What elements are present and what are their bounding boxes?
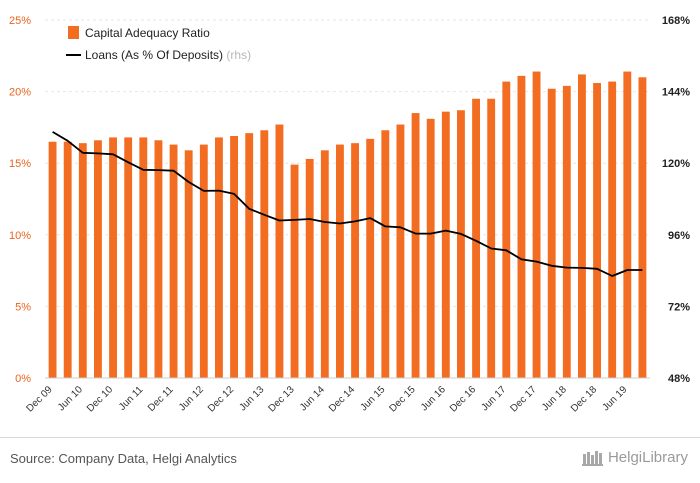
- y-right-tick-label: 144%: [662, 87, 690, 99]
- legend-bar-swatch: [68, 26, 79, 39]
- bar: [593, 83, 601, 379]
- bar: [215, 137, 223, 378]
- source-note: Source: Company Data, Helgi Analytics: [10, 451, 237, 466]
- bar-series: [48, 71, 647, 379]
- bar: [441, 111, 450, 378]
- x-tick-label: Dec 16: [448, 384, 478, 414]
- bar: [351, 143, 359, 378]
- legend-bar-label: Capital Adequacy Ratio: [85, 26, 210, 40]
- bar: [608, 81, 617, 379]
- bar: [487, 98, 496, 378]
- y-axis-left: 0% 5% 10% 15% 20% 25%: [9, 15, 31, 385]
- bar: [199, 144, 208, 378]
- x-tick-label: Jun 13: [237, 384, 266, 413]
- bar: [336, 144, 344, 378]
- bar: [578, 74, 586, 378]
- bar: [184, 150, 193, 378]
- footer-divider: [0, 437, 700, 438]
- y-left-tick-label: 10%: [9, 230, 31, 242]
- x-tick-label: Dec 18: [569, 384, 599, 414]
- y-axis-right: 48% 72% 96% 120% 144% 168%: [662, 15, 690, 385]
- x-tick-label: Dec 11: [146, 384, 176, 414]
- bar: [63, 141, 72, 378]
- bar: [109, 137, 117, 378]
- bar: [562, 85, 571, 378]
- y-left-tick-label: 20%: [9, 87, 31, 99]
- bar: [396, 124, 405, 378]
- bar: [472, 98, 480, 378]
- bar: [139, 137, 148, 378]
- line-series: [52, 131, 643, 277]
- legend-line-suffix: (rhs): [226, 48, 251, 62]
- bar: [623, 71, 632, 378]
- x-tick-label: Jun 18: [540, 384, 569, 413]
- y-right-tick-label: 168%: [662, 15, 690, 27]
- bar: [260, 130, 269, 378]
- x-tick-label: Dec 09: [24, 384, 54, 414]
- x-tick-label: Jun 14: [298, 384, 327, 413]
- brand-name: HelgiLibrary: [607, 449, 688, 466]
- bar: [48, 141, 57, 378]
- x-tick-label: Jun 19: [600, 384, 629, 413]
- bar: [366, 138, 375, 378]
- x-tick-label: Dec 15: [387, 384, 417, 414]
- bar: [502, 81, 511, 379]
- bar: [124, 137, 133, 378]
- svg-text:Loans (As % Of Deposits) (rhs): Loans (As % Of Deposits) (rhs): [85, 48, 251, 62]
- legend: Capital Adequacy Ratio Loans (As % Of De…: [66, 26, 251, 62]
- y-right-tick-label: 96%: [668, 230, 690, 242]
- bar: [154, 140, 163, 378]
- bar: [230, 135, 238, 378]
- bar: [320, 150, 329, 378]
- bar: [547, 88, 556, 379]
- bar: [411, 113, 420, 378]
- x-tick-label: Jun 16: [419, 384, 448, 413]
- bar: [381, 130, 390, 378]
- legend-line-label: Loans (As % Of Deposits): [85, 48, 223, 62]
- bar: [426, 118, 435, 379]
- y-right-tick-label: 72%: [668, 301, 690, 313]
- helgi-library-logo: HelgiLibrary: [581, 449, 688, 466]
- x-tick-label: Dec 10: [85, 384, 115, 414]
- x-tick-label: Jun 17: [479, 384, 508, 413]
- x-axis: Dec 09 Jun 10 Dec 10 Jun 11 Dec 11 Jun 12 Dec …: [24, 377, 650, 415]
- bar: [532, 71, 541, 378]
- bar: [169, 144, 178, 378]
- bar: [78, 143, 87, 378]
- x-tick-label: Jun 15: [358, 384, 387, 413]
- bar: [517, 75, 526, 379]
- x-tick-label: Dec 14: [327, 384, 357, 414]
- x-tick-label: Dec 13: [266, 384, 296, 414]
- x-tick-label: Jun 11: [117, 384, 146, 413]
- bar: [638, 77, 647, 378]
- series-line: [52, 131, 643, 277]
- bar: [305, 158, 314, 378]
- bookshelf-icon: [581, 450, 603, 466]
- y-left-tick-label: 0%: [15, 373, 31, 385]
- bar: [245, 133, 254, 378]
- bar: [457, 110, 465, 378]
- y-left-tick-label: 5%: [15, 301, 31, 313]
- y-right-tick-label: 120%: [662, 158, 690, 170]
- x-tick-label: Dec 12: [206, 384, 236, 414]
- x-tick-label: Dec 17: [508, 384, 538, 414]
- x-tick-label: Jun 10: [56, 384, 85, 413]
- bar: [275, 124, 284, 378]
- bar: [290, 164, 299, 378]
- grid-lines: [45, 19, 650, 379]
- y-left-tick-label: 15%: [9, 158, 31, 170]
- bar: [94, 140, 102, 378]
- y-left-tick-label: 25%: [9, 15, 31, 27]
- y-right-tick-label: 48%: [668, 373, 690, 385]
- x-tick-label: Jun 12: [177, 384, 206, 413]
